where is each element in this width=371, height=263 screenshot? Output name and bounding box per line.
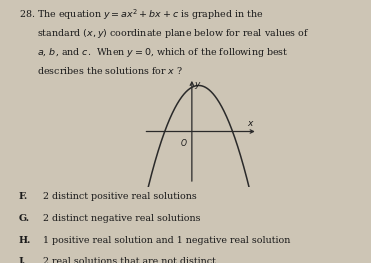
Text: H.: H. [19, 236, 31, 245]
Text: F.: F. [19, 192, 28, 201]
Text: $a$, $b$, and $c$.  When $y = 0$, which of the following best: $a$, $b$, and $c$. When $y = 0$, which o… [19, 46, 288, 59]
Text: $O$: $O$ [180, 138, 187, 149]
Text: 2 real solutions that are not distinct: 2 real solutions that are not distinct [43, 257, 216, 263]
Text: standard $(x,y)$ coordinate plane below for real values of: standard $(x,y)$ coordinate plane below … [19, 27, 309, 40]
Text: $y$: $y$ [194, 80, 201, 91]
Text: 2 distinct negative real solutions: 2 distinct negative real solutions [43, 214, 200, 223]
Text: 28. The equation $y = ax^2 + bx + c$ is graphed in the: 28. The equation $y = ax^2 + bx + c$ is … [19, 8, 263, 23]
Text: G.: G. [19, 214, 30, 223]
Text: $x$: $x$ [247, 119, 255, 128]
Text: describes the solutions for $x$ ?: describes the solutions for $x$ ? [19, 65, 183, 77]
Text: J.: J. [19, 257, 26, 263]
Text: 2 distinct positive real solutions: 2 distinct positive real solutions [43, 192, 196, 201]
Text: 1 positive real solution and 1 negative real solution: 1 positive real solution and 1 negative … [43, 236, 290, 245]
